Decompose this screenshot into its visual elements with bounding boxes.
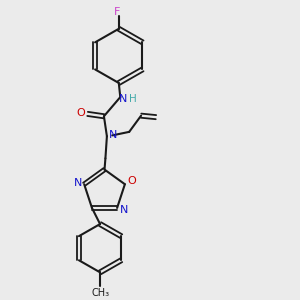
Text: F: F — [114, 7, 121, 17]
Text: N: N — [118, 94, 127, 104]
Text: N: N — [119, 205, 128, 215]
Text: O: O — [77, 108, 85, 118]
Text: O: O — [127, 176, 136, 186]
Text: N: N — [74, 178, 82, 188]
Text: H: H — [129, 94, 136, 104]
Text: N: N — [109, 130, 118, 140]
Text: CH₃: CH₃ — [91, 288, 109, 298]
